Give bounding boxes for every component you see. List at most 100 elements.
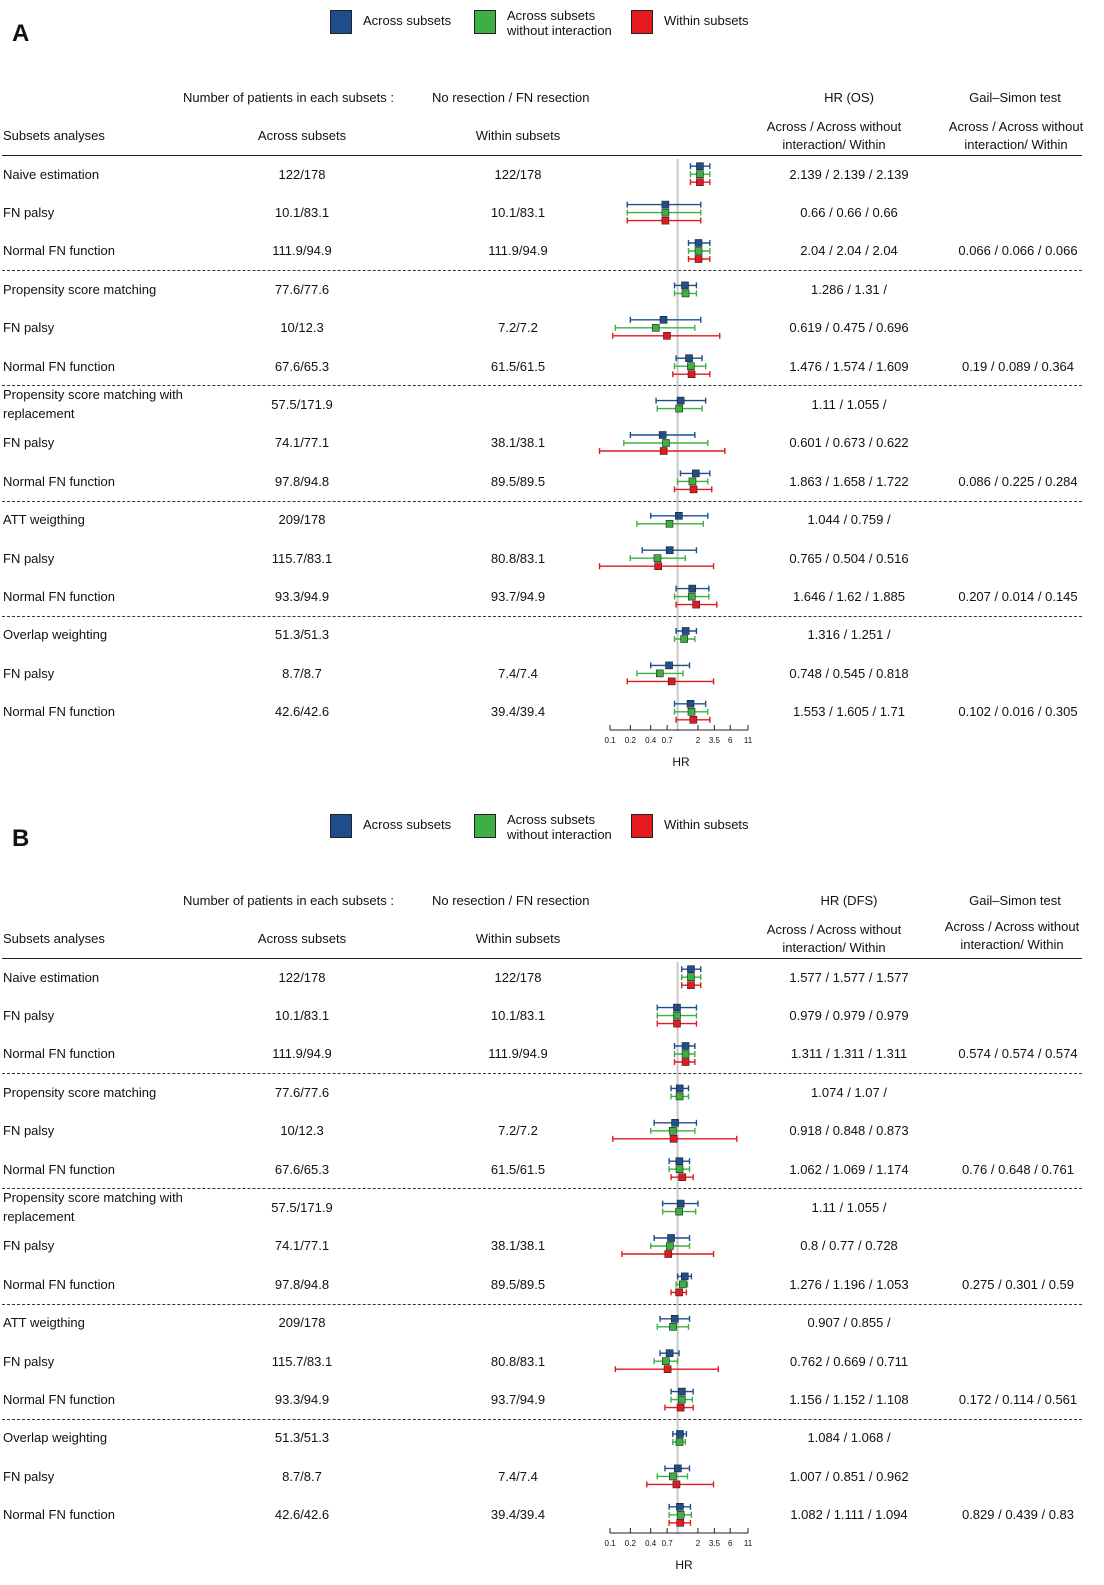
point-estimate: [675, 1165, 684, 1174]
within-count: 61.5/61.5: [490, 1161, 546, 1177]
hr-value: 1.553 / 1.605 / 1.71: [792, 704, 906, 720]
table-row: Normal FN function 42.6/42.6 39.4/39.4 1.08…: [0, 1496, 1104, 1534]
table-row: Normal FN function 67.6/65.3 61.5/61.5 1.47…: [0, 347, 1104, 385]
point-estimate: [669, 1322, 677, 1331]
point-estimate: [681, 281, 689, 290]
across-count: 10/12.3: [280, 1123, 324, 1139]
legend-swatch-across: [330, 814, 352, 838]
x-tick-label: 3.5: [709, 736, 721, 745]
subset-name: Normal FN function: [3, 1507, 115, 1523]
point-estimate: [669, 1472, 677, 1481]
hr-value: 1.084 / 1.068 /: [807, 1430, 891, 1446]
point-estimate: [688, 477, 697, 486]
within-count: 38.1/38.1: [490, 435, 546, 451]
x-tick-label: 2: [696, 736, 701, 745]
point-estimate: [681, 1050, 690, 1058]
point-estimate: [687, 370, 696, 379]
table-row: Normal FN function 97.8/94.8 89.5/89.5 1.27…: [0, 1265, 1104, 1303]
table-row: Normal FN function 111.9/94.9 111.9/94.9 1.…: [0, 1035, 1104, 1073]
panel-b: B Across subsets Across subsets without …: [0, 812, 1104, 1585]
across-count: 209/178: [278, 1315, 326, 1331]
group-divider: [2, 270, 1082, 272]
point-estimate: [674, 1464, 682, 1473]
point-estimate: [681, 627, 690, 635]
point-estimate: [686, 699, 695, 708]
point-estimate: [675, 511, 683, 520]
subset-name: Normal FN function: [3, 1391, 115, 1407]
point-estimate: [679, 1280, 687, 1289]
table-row: Normal FN function 97.8/94.8 89.5/89.5 1.86…: [0, 462, 1104, 500]
group-divider: [2, 500, 1082, 502]
table-row: FN palsy 115.7/83.1 80.8/83.1 0.762 / 0.669…: [0, 1342, 1104, 1380]
subset-name: Normal FN function: [3, 473, 115, 489]
point-estimate: [664, 1250, 673, 1258]
subset-name: Normal FN function: [3, 243, 115, 259]
hr-value: 1.062 / 1.069 / 1.174: [789, 1161, 909, 1177]
x-tick-label: 0.4: [645, 1539, 657, 1548]
point-estimate: [665, 661, 673, 670]
point-estimate: [675, 1288, 683, 1297]
point-estimate: [676, 1199, 685, 1208]
x-axis-title: HR: [672, 755, 690, 769]
legend-label-across: Across subsets: [363, 817, 452, 832]
point-estimate: [688, 584, 697, 593]
table-row: ATT weigthing 209/178 1.044 / 0.759 /: [0, 501, 1104, 539]
subset-name: FN palsy: [3, 1123, 55, 1139]
group-divider: [2, 1188, 1082, 1190]
point-estimate: [675, 1207, 683, 1216]
across-count: 74.1/77.1: [274, 435, 330, 451]
subset-name: Propensity score matching: [3, 1084, 157, 1100]
table-row: FN palsy 10.1/83.1 10.1/83.1 0.979 / 0.979 …: [0, 996, 1104, 1034]
subset-name: FN palsy: [3, 204, 55, 220]
subset-name: FN palsy: [3, 435, 55, 451]
within-count: 39.4/39.4: [490, 704, 546, 720]
x-tick-label: 0.2: [625, 736, 637, 745]
subset-name: Overlap weighting: [3, 627, 108, 643]
group-divider: [2, 615, 1082, 617]
hr-value: 0.748 / 0.545 / 0.818: [789, 665, 909, 681]
hr-value: 1.044 / 0.759 /: [807, 512, 891, 528]
across-count: 10/12.3: [280, 320, 324, 336]
within-count: 111.9/94.9: [488, 1046, 548, 1062]
gs-value: 0.19 / 0.089 / 0.364: [961, 358, 1075, 374]
table-row: FN palsy 10/12.3 7.2/7.2 0.619 / 0.475 / 0.…: [0, 309, 1104, 347]
point-estimate: [694, 239, 703, 247]
subset-name: Propensity score matching with replaceme…: [3, 387, 183, 422]
within-count: 80.8/83.1: [490, 550, 546, 566]
across-count: 8.7/8.7: [282, 1468, 322, 1484]
point-estimate: [676, 1403, 685, 1412]
gs-value: 0.574 / 0.574 / 0.574: [958, 1046, 1078, 1062]
point-estimate: [661, 200, 670, 209]
subset-name: Naive estimation: [3, 166, 100, 182]
subset-name: Normal FN function: [3, 358, 115, 374]
x-tick-label: 6: [728, 1539, 733, 1548]
point-estimate: [681, 1058, 690, 1066]
x-tick-label: 2: [696, 1539, 701, 1548]
within-count: 89.5/89.5: [490, 1276, 546, 1292]
point-estimate: [681, 289, 690, 298]
point-estimate: [663, 331, 671, 340]
hr-value: 0.907 / 0.855 /: [807, 1315, 891, 1331]
legend-swatch-within: [631, 814, 653, 838]
legend-label-across: Across subsets: [363, 13, 452, 28]
point-estimate: [696, 178, 704, 186]
point-estimate: [676, 1502, 684, 1511]
point-estimate: [665, 546, 674, 555]
point-estimate: [654, 562, 662, 571]
within-count: 10.1/83.1: [490, 1007, 546, 1023]
subset-name: FN palsy: [3, 320, 55, 336]
subset-name: ATT weigthing: [3, 1315, 85, 1331]
legend-label-across-wo-line1: Across subsets: [507, 812, 596, 827]
hr-value: 1.074 / 1.07 /: [811, 1084, 887, 1100]
subset-name: Overlap weighting: [3, 1430, 108, 1446]
hr-value: 0.619 / 0.475 / 0.696: [789, 320, 909, 336]
point-estimate: [696, 162, 704, 170]
point-estimate: [669, 1134, 678, 1143]
point-estimate: [694, 247, 703, 255]
point-estimate: [675, 1157, 684, 1166]
point-estimate: [675, 1092, 684, 1101]
point-estimate: [687, 707, 696, 716]
within-count: 122/178: [494, 969, 542, 985]
point-estimate: [696, 170, 704, 178]
legend-swatch-across-wo: [474, 814, 496, 838]
